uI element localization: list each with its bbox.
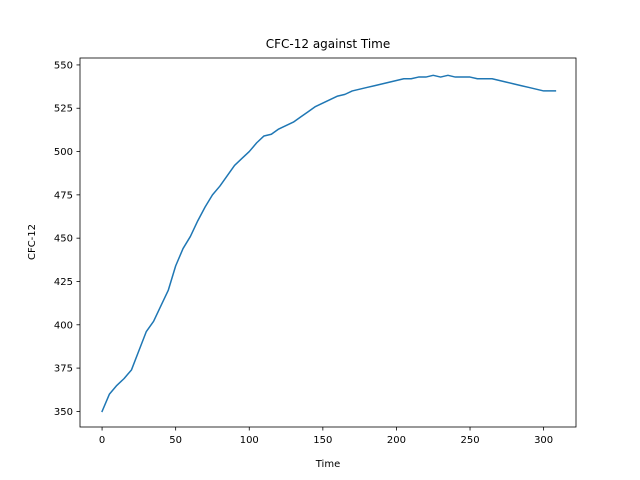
x-axis: 0 50 100 150 200 250 300: [99, 427, 553, 446]
y-tick-label: 450: [54, 234, 73, 245]
y-tick-label: 425: [54, 277, 73, 288]
y-tick-label: 500: [54, 147, 73, 158]
plot-area: [79, 57, 577, 428]
y-axis-label: CFC-12: [27, 224, 38, 260]
y-tick-label: 375: [54, 364, 73, 375]
x-tick-label: 0: [99, 435, 105, 446]
plot-frame: [79, 57, 577, 428]
x-tick-label: 250: [460, 435, 479, 446]
y-tick-label: 400: [54, 320, 73, 331]
y-tick-label: 350: [54, 407, 73, 418]
x-tick-label: 50: [169, 435, 182, 446]
x-tick-label: 200: [387, 435, 406, 446]
chart-title: CFC-12 against Time: [266, 37, 390, 51]
x-tick-label: 150: [313, 435, 332, 446]
y-tick-label: 525: [54, 104, 73, 115]
x-axis-label: Time: [315, 459, 340, 470]
series-line-1: [101, 74, 557, 413]
x-tick-label: 300: [534, 435, 553, 446]
y-axis: 350 375 400 425 450 475 500 525 550: [54, 60, 80, 418]
x-tick-label: 100: [240, 435, 259, 446]
y-tick-label: 475: [54, 190, 73, 201]
y-tick-label: 550: [54, 60, 73, 71]
